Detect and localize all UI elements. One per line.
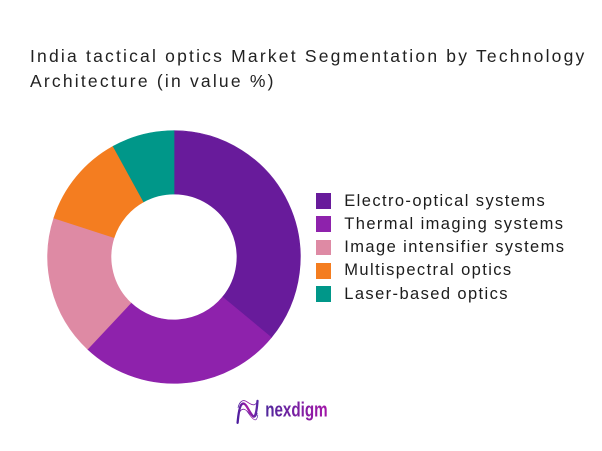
svg-text:nexdigm: nexdigm bbox=[265, 400, 327, 422]
